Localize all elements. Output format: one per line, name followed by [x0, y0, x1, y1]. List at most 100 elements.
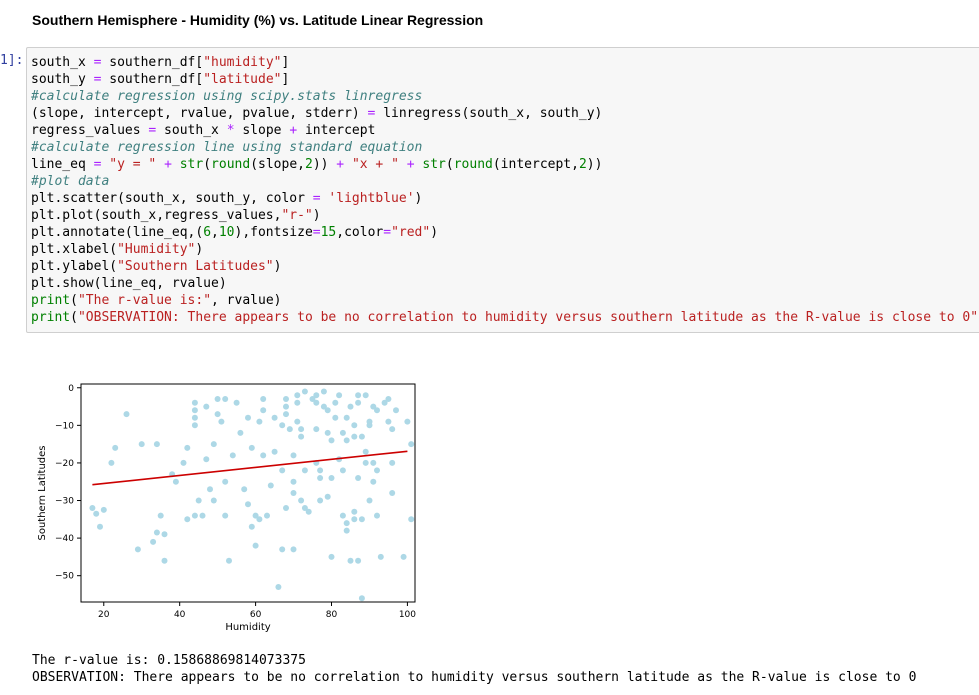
scatter-point	[370, 459, 377, 466]
scatter-point	[381, 399, 388, 406]
scatter-point	[264, 512, 270, 519]
scatter-point	[279, 546, 286, 553]
scatter-point	[222, 512, 229, 519]
scatter-point	[301, 388, 308, 395]
x-tick-label: 20	[98, 610, 110, 620]
scatter-point	[108, 459, 115, 466]
scatter-point	[351, 508, 358, 515]
scatter-point	[324, 429, 331, 436]
y-tick-label: −40	[55, 534, 74, 544]
scatter-point	[301, 505, 308, 511]
code-comment-plot: #plot data	[31, 174, 110, 189]
scatter-point	[191, 422, 198, 429]
code-line-2: south_y = southern_df["latitude"]	[31, 72, 290, 87]
scatter-point	[343, 520, 350, 527]
scatter-point	[260, 407, 267, 414]
scatter-point	[222, 396, 229, 402]
scatter-point	[256, 516, 263, 523]
scatter-point	[339, 429, 346, 436]
scatter-point	[393, 407, 399, 414]
scatter-point	[324, 407, 331, 414]
scatter-point	[184, 444, 191, 451]
scatter-point	[339, 467, 346, 474]
scatter-point	[172, 478, 179, 485]
scatter-point	[279, 422, 286, 429]
scatter-point	[336, 392, 343, 399]
x-axis-label: Humidity	[225, 622, 270, 633]
scatter-point	[93, 510, 100, 517]
scatter-point	[313, 426, 320, 433]
scatter-point	[245, 501, 251, 508]
scatter-point	[248, 523, 255, 530]
scatter-point	[408, 516, 415, 523]
scatter-point	[203, 403, 210, 410]
scatter-point	[351, 516, 358, 523]
y-tick-label: −30	[55, 497, 74, 507]
scatter-point	[123, 411, 130, 418]
scatter-point	[260, 396, 267, 402]
scatter-point	[294, 418, 301, 425]
y-tick-label: −10	[55, 421, 74, 431]
scatter-point	[283, 403, 289, 410]
scatter-point	[343, 437, 350, 444]
scatter-point	[161, 557, 168, 564]
scatter-point	[355, 475, 362, 481]
scatter-point	[161, 531, 168, 538]
scatter-point	[203, 456, 210, 463]
x-tick-label: 40	[174, 610, 186, 620]
scatter-point	[290, 490, 297, 496]
scatter-point	[210, 441, 217, 448]
output-observation: OBSERVATION: There appears to be no corr…	[32, 670, 917, 685]
scatter-point	[355, 557, 362, 564]
scatter-point	[389, 426, 396, 433]
x-tick-label: 100	[399, 610, 416, 620]
scatter-point	[408, 441, 415, 448]
scatter-point	[283, 411, 289, 418]
code-line-11: plt.annotate(line_eq,(6,10),fontsize=15,…	[31, 225, 439, 240]
scatter-point	[153, 529, 160, 536]
code-cell[interactable]: south_x = southern_df["humidity"] south_…	[26, 47, 979, 333]
scatter-point	[370, 403, 377, 410]
scatter-point	[366, 422, 373, 429]
scatter-point	[191, 414, 198, 421]
scatter-point	[317, 467, 324, 474]
scatter-point	[260, 452, 267, 459]
scatter-point	[191, 399, 198, 406]
scatter-point	[100, 506, 107, 513]
scatter-point	[180, 459, 187, 466]
scatter-point	[290, 546, 297, 553]
y-tick-label: −20	[55, 459, 74, 469]
scatter-point	[283, 396, 289, 402]
scatter-point	[97, 523, 103, 530]
scatter-point	[157, 512, 164, 519]
scatter-point	[214, 411, 221, 418]
scatter-point	[374, 467, 380, 474]
scatter-point	[355, 399, 362, 406]
scatter-point	[347, 403, 354, 410]
scatter-point	[358, 595, 365, 602]
scatter-point	[233, 399, 240, 406]
scatter-point	[150, 538, 157, 545]
scatter-point	[286, 426, 293, 433]
scatter-point	[245, 414, 251, 421]
scatter-point	[332, 414, 339, 421]
scatter-point	[347, 557, 354, 564]
scatter-point	[256, 418, 263, 425]
scatter-point	[355, 392, 362, 399]
scatter-point	[317, 497, 324, 504]
regression-line	[92, 450, 408, 486]
scatter-point	[328, 475, 335, 481]
code-line-10: plt.plot(south_x,regress_values,"r-")	[31, 208, 321, 223]
scatter-point	[290, 478, 297, 485]
scatter-point	[207, 486, 213, 493]
scatter-point	[195, 497, 202, 504]
scatter-point	[366, 497, 373, 504]
scatter-point	[283, 505, 289, 511]
scatter-point	[138, 441, 145, 448]
scatter-point	[400, 553, 407, 560]
code-line-7: line_eq = "y = " + str(round(slope,2)) +…	[31, 157, 603, 172]
scatter-point	[252, 512, 259, 519]
scatter-point	[389, 459, 396, 466]
scatter-point	[358, 433, 365, 440]
scatter-point	[317, 475, 324, 481]
